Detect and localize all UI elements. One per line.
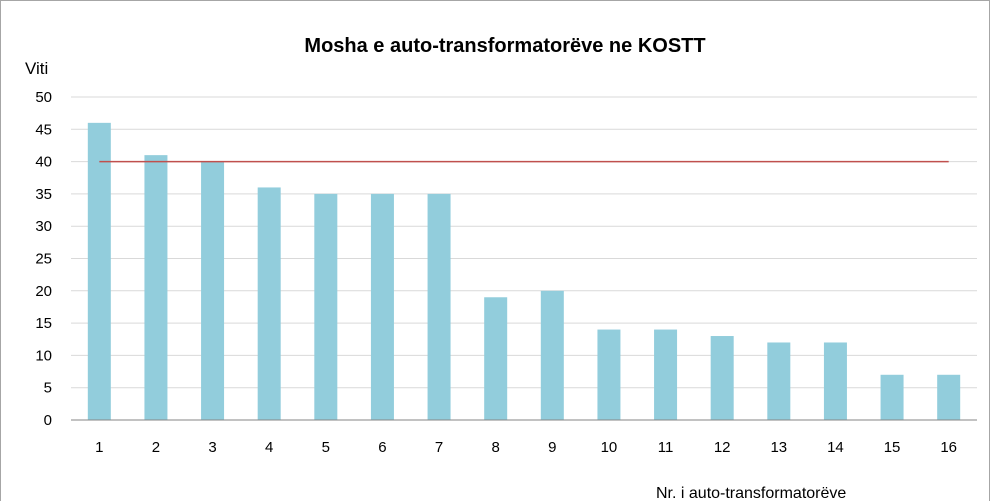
x-tick-label: 12	[714, 439, 731, 456]
y-tick-label: 0	[44, 412, 52, 429]
bar	[484, 297, 508, 420]
y-tick-label: 30	[35, 218, 52, 235]
x-tick-label: 4	[265, 439, 273, 456]
x-tick-label: 2	[152, 439, 160, 456]
bar	[654, 329, 678, 420]
y-tick-label: 40	[35, 154, 52, 171]
bar	[370, 193, 394, 420]
bar	[823, 342, 847, 420]
bar	[540, 290, 564, 420]
chart-title: Mosha e auto-transformatorëve ne KOSTT	[304, 35, 705, 57]
bar	[880, 374, 904, 420]
y-tick-label: 35	[35, 186, 52, 203]
x-tick-label: 10	[601, 439, 618, 456]
y-tick-label: 5	[44, 380, 52, 397]
x-tick-label: 8	[492, 439, 500, 456]
y-tick-label: 15	[35, 315, 52, 332]
y-axis-label: Viti	[25, 59, 48, 78]
y-tick-label: 25	[35, 251, 52, 268]
x-tick-label: 13	[770, 439, 787, 456]
bar	[427, 193, 451, 420]
bar	[767, 342, 791, 420]
y-tick-label: 45	[35, 121, 52, 138]
bar	[144, 155, 168, 420]
y-tick-label: 50	[35, 89, 52, 106]
y-tick-label: 20	[35, 283, 52, 300]
x-tick-label: 9	[548, 439, 556, 456]
bar	[937, 374, 961, 420]
bar	[710, 336, 734, 420]
x-tick-label: 7	[435, 439, 443, 456]
bar	[87, 122, 111, 420]
x-tick-label: 15	[884, 439, 901, 456]
x-tick-label: 5	[322, 439, 330, 456]
x-tick-label: 6	[378, 439, 386, 456]
bar	[597, 329, 621, 420]
x-tick-label: 3	[208, 439, 216, 456]
bar	[314, 193, 338, 420]
bar	[257, 187, 281, 420]
x-tick-label: 11	[658, 439, 674, 456]
y-tick-label: 10	[35, 347, 52, 364]
bar	[201, 161, 225, 420]
x-tick-label: 16	[940, 439, 957, 456]
x-tick-label: 1	[95, 439, 103, 456]
x-axis-label: Nr. i auto-transformatorëve	[656, 485, 846, 501]
x-tick-label: 14	[827, 439, 844, 456]
